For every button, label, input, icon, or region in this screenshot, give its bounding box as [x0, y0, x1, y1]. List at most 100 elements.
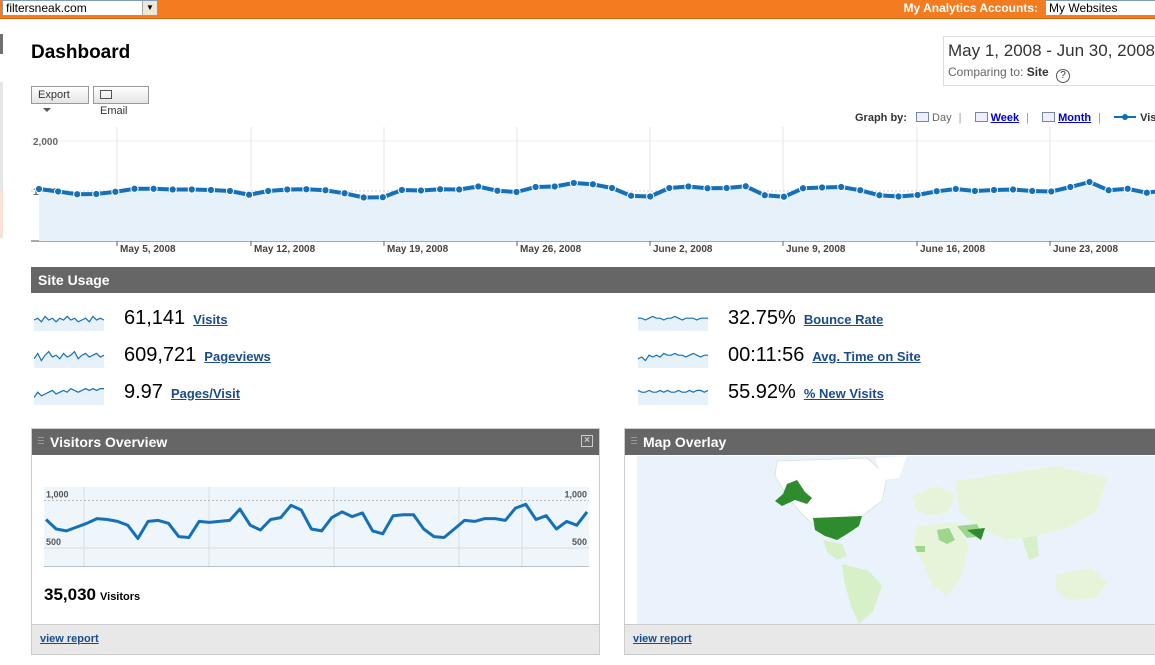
visits-point[interactable] [531, 182, 540, 192]
visits-point[interactable] [607, 183, 617, 193]
visits-point[interactable] [73, 190, 82, 199]
visits-point[interactable] [378, 193, 387, 202]
visits-point[interactable] [245, 190, 254, 199]
visits-point[interactable] [130, 184, 139, 193]
visits-point[interactable] [92, 189, 101, 199]
visits-point[interactable] [550, 182, 559, 191]
visits-point[interactable] [474, 182, 483, 191]
visits-point[interactable] [111, 187, 120, 196]
graph-by-day[interactable]: Day [916, 112, 952, 124]
visits-point[interactable] [397, 185, 406, 195]
sparkline-line [34, 387, 104, 398]
visits-point[interactable] [970, 186, 980, 196]
visits-point[interactable] [703, 184, 712, 193]
visits-point[interactable] [54, 187, 63, 196]
visits-point[interactable] [1066, 182, 1075, 192]
visits-point[interactable] [283, 185, 292, 194]
visits-point[interactable] [760, 191, 769, 200]
visits-point[interactable] [340, 189, 349, 198]
metric-link[interactable]: Pages/Visit [170, 386, 241, 401]
sparkline [638, 389, 708, 405]
visitors-line-chart: 1,000 500 1,000 500 [44, 487, 589, 567]
visits-point[interactable] [416, 186, 426, 195]
date-range[interactable]: May 1, 2008 - Jun 30, 2008 [948, 41, 1155, 60]
visits-point[interactable] [837, 182, 846, 192]
visits-point[interactable] [206, 185, 215, 195]
accounts-select[interactable]: My Websites [1045, 0, 1155, 16]
visitors-count-value: 35,030 [44, 585, 96, 604]
visits-point[interactable] [684, 182, 693, 191]
visitors-overview-header[interactable]: Visitors Overview × [32, 429, 599, 455]
metric-link[interactable]: Avg. Time on Site [812, 349, 921, 364]
visits-point[interactable] [1009, 185, 1018, 194]
visits-point[interactable] [741, 182, 750, 191]
map-overlay-title: Map Overlay [643, 434, 727, 450]
world-map[interactable] [637, 456, 1155, 626]
visits-point[interactable] [989, 185, 999, 195]
visits-point[interactable] [1123, 184, 1132, 193]
view-report-link[interactable]: view report [40, 633, 99, 645]
date-range-picker[interactable]: May 1, 2008 - Jun 30, 2008 Comparing to:… [943, 36, 1155, 86]
visits-point[interactable] [225, 186, 235, 196]
sparkline-line [34, 350, 104, 362]
graph-by-label: Graph by: [855, 112, 907, 124]
sparkline [34, 387, 104, 405]
visits-point[interactable] [34, 184, 44, 194]
visits-point[interactable] [359, 193, 368, 202]
visits-point[interactable] [1028, 186, 1037, 196]
visits-point[interactable] [168, 185, 177, 194]
visits-point[interactable] [149, 184, 158, 193]
help-icon[interactable]: ? [1056, 69, 1071, 83]
metric-bounce-rate: 32.75% Bounce Rate [638, 307, 1058, 333]
view-report-link[interactable]: view report [633, 633, 692, 645]
visits-line-chart[interactable]: May 5, 2008 May 12, 2008 May 19, 2008 May 2… [31, 127, 1155, 257]
visits-point[interactable] [722, 183, 731, 193]
email-label: Email [100, 105, 128, 117]
y-tick-label: 500 [572, 537, 587, 547]
visits-point[interactable] [1142, 188, 1151, 197]
site-select[interactable]: filtersneak.com ▼ [2, 0, 158, 16]
drag-handle-icon[interactable] [631, 437, 637, 446]
metric-visits: 61,141 Visits [34, 307, 454, 333]
metric-link[interactable]: Visits [193, 312, 228, 327]
visits-point[interactable] [932, 187, 941, 196]
visits-point[interactable] [1085, 177, 1094, 187]
visits-point[interactable] [588, 180, 598, 189]
visits-point[interactable] [436, 185, 445, 194]
visits-point[interactable] [264, 186, 273, 196]
close-icon[interactable]: × [581, 435, 593, 447]
visits-point[interactable] [894, 192, 903, 201]
metric-link[interactable]: Pageviews [204, 349, 271, 364]
map-overlay-footer: view report [625, 624, 1155, 654]
graph-by-week[interactable]: Week [974, 112, 1019, 124]
map-overlay-header[interactable]: Map Overlay [625, 429, 1155, 455]
visits-point[interactable] [512, 187, 521, 197]
dropdown-arrow-icon[interactable]: ▼ [142, 1, 157, 15]
visits-point[interactable] [627, 191, 636, 200]
accounts-label: My Analytics Accounts: [903, 1, 1038, 15]
visits-point[interactable] [798, 184, 808, 193]
drag-handle-icon[interactable] [38, 437, 44, 446]
visits-point[interactable] [951, 184, 960, 194]
visits-point[interactable] [1047, 187, 1056, 196]
visits-point[interactable] [455, 185, 464, 194]
visits-point[interactable] [856, 186, 865, 195]
visits-point[interactable] [875, 191, 884, 200]
visits-point[interactable] [779, 192, 789, 201]
visits-point[interactable] [187, 185, 196, 194]
visits-point[interactable] [302, 185, 311, 194]
visits-point[interactable] [321, 186, 330, 195]
visits-point[interactable] [913, 190, 922, 200]
visits-point[interactable] [569, 178, 578, 188]
email-button[interactable]: Email [93, 86, 149, 117]
visits-point[interactable] [818, 183, 827, 192]
graph-by-month[interactable]: Month [1042, 112, 1091, 124]
visits-point[interactable] [1104, 186, 1113, 195]
visits-point[interactable] [493, 186, 502, 195]
visitors-count-suffix: Visitors [100, 591, 141, 603]
visits-point[interactable] [665, 183, 674, 193]
metric-link[interactable]: Bounce Rate [803, 312, 884, 327]
visits-point[interactable] [646, 192, 655, 201]
export-button[interactable]: Export [31, 86, 89, 112]
metric-link[interactable]: % New Visits [803, 386, 884, 401]
